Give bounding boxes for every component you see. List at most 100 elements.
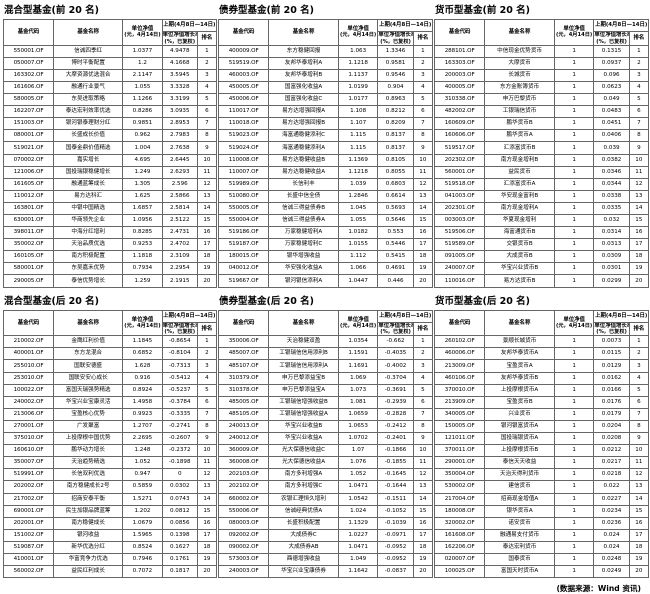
cell-rank: 2 [628,56,650,70]
col-header-rank: 排名 [412,31,434,46]
cell-rank: 2 [196,347,218,361]
cell-fund-name: 大成债券AB [268,540,339,554]
col-header-code: 基金代码 [2,309,55,337]
cell-unit-nav: 1 [553,238,595,252]
cell-growth-rate: 0.0309 [593,250,630,264]
cell-fund-name: 天治稳健双盈 [268,335,339,349]
cell-rank: 13 [628,189,650,203]
cell-growth-rate: 0.022 [593,480,630,494]
cell-rank: 14 [628,492,650,506]
table-row: 400009.OF 东方稳健回报 1.063 1.3346 1 [217,44,434,58]
cell-growth-rate: 2.7983 [161,129,198,143]
cell-rank: 16 [412,226,434,240]
cell-rank: 9 [628,141,650,155]
cell-fund-name: 万家稳健增利C [268,238,339,252]
cell-rank: 6 [412,395,434,409]
fund-ranking-page: 混合型基金(前 20 名) 基金代码 基金名称 单位净值 (元，4月14日) 上… [2,5,650,593]
cell-unit-nav: 1 [553,371,595,385]
cell-growth-rate: -0.3691 [377,383,414,397]
table-row: 519991.OF 长信双利优选 0.947 0 12 [2,468,218,482]
cell-unit-nav: 1.1218 [337,165,379,179]
cell-unit-nav: 1.1691 [337,359,379,373]
cell-fund-code: 100022.OF [2,383,55,397]
cell-rank: 17 [196,528,218,542]
table-row: 519021.OF 国泰金鼎价值精选 1.004 2.7638 9 [2,141,218,155]
cell-fund-name: 友邦华泰增利B [268,68,339,82]
cell-growth-rate: -0.2741 [161,419,198,434]
cell-unit-nav: 1.055 [122,80,163,95]
cell-fund-code: 180015.OF [217,250,270,264]
cell-growth-rate: 0.0346 [593,165,630,179]
cell-fund-code: 360009.OF [217,444,270,458]
cell-fund-code: 660002.OF [217,492,270,506]
table-row: 151003.OF 银河银泰理财分红 0.9851 2.8953 7 [2,117,218,131]
cell-unit-nav: 1 [553,456,595,470]
cell-rank: 4 [412,371,434,385]
cell-rank: 3 [412,359,434,373]
cell-unit-nav: 1.248 [122,444,163,458]
cell-growth-rate: 0.5446 [377,238,414,252]
cell-fund-name: 金鹰红利价值 [53,335,124,349]
cell-unit-nav: 1.628 [122,359,163,373]
cell-fund-code: 370011.OF [433,444,486,458]
fund-table-body: 350006.OF 天治稳健双盈 1.0354 -0.662 1 485007.OF 工银瑞… [217,335,434,579]
table-row: 180015.OF 银华增强收益 1.112 0.5415 18 [217,250,434,264]
cell-fund-code: 202102.OF [217,480,270,494]
cell-rank: 4 [628,371,650,385]
cell-growth-rate: -0.3704 [377,371,414,385]
col-header-period: 上期(4月8日—14日) [377,18,433,33]
cell-fund-code: 213009.OF [433,359,486,373]
col-header-period: 上期(4月8日—14日) [161,18,218,33]
table-row: 580001.OF 东吴嘉禾优势 0.7934 2.2954 19 [2,262,218,276]
cell-fund-code: 163801.OF [2,201,55,216]
table-row: 350007.OF 天治趋势精选 1.052 -0.1898 11 [2,456,218,470]
cell-unit-nav: 1.108 [337,105,379,119]
cell-fund-code: 340005.OF [433,407,486,421]
cell-unit-nav: 1 [553,105,595,119]
cell-fund-name: 银河银富货币A [484,419,555,434]
cell-fund-name: 易方达货币B [484,274,555,288]
table-row: 161608.OF 融通易支付货币 1 0.024 17 [433,528,650,542]
cell-fund-name: 天治趋势精选 [53,456,124,470]
cell-unit-nav: 1 [553,359,595,373]
cell-growth-rate: -0.4002 [377,359,414,373]
cell-rank: 11 [196,165,218,179]
cell-unit-nav: 0.6852 [122,347,163,361]
cell-fund-name: 长盛中信全债 [268,189,339,203]
table-row: 310338.OF 申万巴黎货币 1 0.049 5 [433,93,650,107]
cell-growth-rate: -0.0952 [377,552,414,567]
cell-unit-nav: 1 [553,214,595,228]
table-row: 370011.OF 上投摩根货币B 1 0.0212 10 [433,444,650,458]
table-row: 398011.OF 中海分红增利 0.8285 2.4731 16 [2,226,218,240]
col-header-growth: 单位净值增长率 (%，已复权) [593,31,630,46]
cell-fund-code: 110008.OF [217,153,270,167]
cell-fund-name: 银华货币A [484,504,555,518]
cell-rank: 13 [196,480,218,494]
cell-growth-rate: 0.6614 [377,189,414,203]
cell-growth-rate: -0.5412 [161,371,198,385]
table-row: 080001.OF 长盛成长价值 0.962 2.7983 8 [2,129,218,143]
cell-fund-name: 海富通货币B [484,226,555,240]
cell-fund-name: 广发聚富 [53,419,124,434]
col-header-growth: 单位净值增长率 (%，已复权) [593,321,630,337]
cell-growth-rate: 0.1398 [161,528,198,542]
cell-rank: 6 [196,105,218,119]
cell-unit-nav: 0.8286 [122,105,163,119]
cell-rank: 7 [412,407,434,421]
cell-growth-rate: 2.4731 [161,226,198,240]
cell-fund-code: 217002.OF [2,492,55,506]
cell-unit-nav: 1.1369 [337,153,379,167]
cell-unit-nav: 0.962 [122,129,163,143]
cell-fund-code: 288101.OF [433,44,486,58]
cell-rank: 12 [628,468,650,482]
cell-unit-nav: 1 [553,117,595,131]
cell-fund-code: 350006.OF [217,335,270,349]
cell-fund-code: 519021.OF [2,141,55,155]
cell-rank: 20 [412,565,434,579]
cell-growth-rate: -0.2401 [377,432,414,446]
cell-rank: 6 [412,105,434,119]
cell-fund-name: 长盛积极配置 [268,516,339,530]
table-row: 202103.OF 南方多利增强A 1.052 -0.1645 12 [217,468,434,482]
table-row: 217002.OF 招商安泰平衡 1.5271 0.0743 14 [2,492,218,506]
table-row: 400005.OF 东方金账簿货币 1 0.0623 4 [433,80,650,95]
